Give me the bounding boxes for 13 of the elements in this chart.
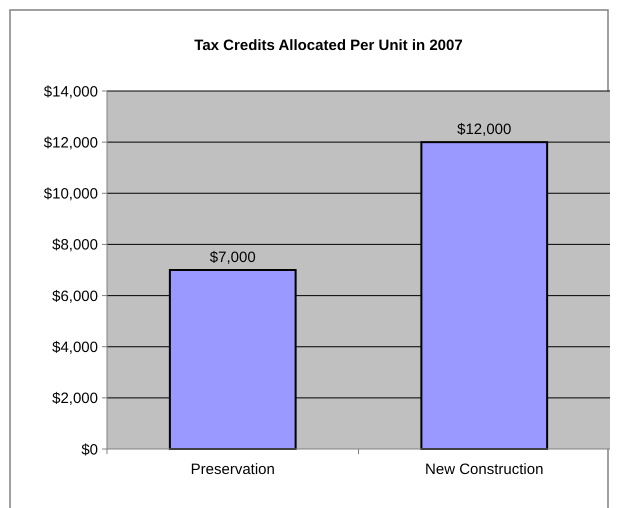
y-tick-label: $2,000 [52, 390, 98, 408]
y-tick-label: $14,000 [44, 83, 98, 100]
chart-title: Tax Credits Allocated Per Unit in 2007 [194, 37, 463, 54]
x-tick-label: Preservation [190, 461, 275, 478]
x-tick-label: New Construction [425, 461, 544, 478]
y-tick-label: $10,000 [44, 186, 98, 203]
data-label: $7,000 [210, 249, 256, 266]
y-tick-label: $8,000 [52, 236, 98, 254]
y-tick-label: $4,000 [52, 338, 98, 356]
y-tick-label: $0 [81, 441, 98, 458]
y-tick-label: $12,000 [44, 134, 98, 152]
data-label: $12,000 [457, 121, 512, 138]
y-tick-label: $6,000 [52, 288, 98, 305]
